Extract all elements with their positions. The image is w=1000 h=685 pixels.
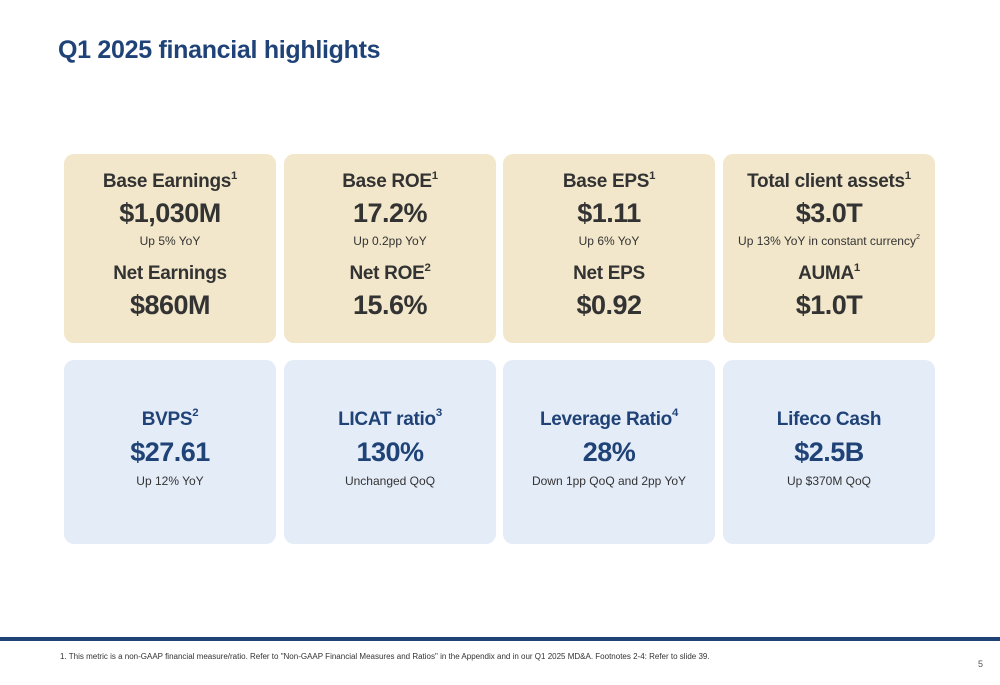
footnote-marker: 1 <box>431 169 438 182</box>
footnote-marker: 1 <box>853 261 860 274</box>
metric-label: Leverage Ratio4 <box>539 407 679 430</box>
metric-value-secondary: $1.0T <box>795 290 863 320</box>
card-total-client-assets: Total client assets1 $3.0T Up 13% YoY in… <box>723 154 935 343</box>
card-base-earnings: Base Earnings1 $1,030M Up 5% YoY Net Ear… <box>64 154 276 343</box>
footnote-marker: 2 <box>424 261 431 274</box>
footnote-marker: 2 <box>915 232 920 242</box>
card-base-eps: Base EPS1 $1.11 Up 6% YoY Net EPS $0.92 <box>503 154 715 343</box>
footnote-marker: 1 <box>231 169 238 182</box>
metric-value-secondary: $0.92 <box>576 290 642 320</box>
metric-note: Up 6% YoY <box>578 234 640 248</box>
metric-note: Down 1pp QoQ and 2pp YoY <box>531 473 687 488</box>
footer-divider <box>0 637 1000 641</box>
metric-label: Base EPS1 <box>562 169 656 192</box>
metric-value: $27.61 <box>130 436 210 467</box>
metric-label-secondary: Net ROE2 <box>349 261 431 284</box>
footnote-marker: 2 <box>192 407 199 420</box>
footnote-marker: 1 <box>904 169 911 182</box>
metric-note: Up 13% YoY in constant currency2 <box>738 232 920 248</box>
card-lifeco-cash: Lifeco Cash $2.5B Up $370M QoQ <box>723 360 935 544</box>
metric-label: Base Earnings1 <box>102 169 238 192</box>
card-leverage-ratio: Leverage Ratio4 28% Down 1pp QoQ and 2pp… <box>503 360 715 544</box>
metric-value: 17.2% <box>352 198 428 228</box>
metric-label-secondary: AUMA1 <box>798 261 860 284</box>
footnote-marker: 3 <box>435 407 442 420</box>
metric-value: 130% <box>356 436 424 467</box>
metric-note: Up 5% YoY <box>139 234 201 248</box>
footnote: 1. This metric is a non-GAAP financial m… <box>60 652 710 661</box>
metric-label-secondary: Net EPS <box>573 263 645 284</box>
metric-value-secondary: $860M <box>129 290 211 320</box>
page-number: 5 <box>978 659 984 669</box>
card-base-roe: Base ROE1 17.2% Up 0.2pp YoY Net ROE2 15… <box>284 154 496 343</box>
footnote-marker: 4 <box>671 407 679 420</box>
metric-label: Lifeco Cash <box>776 408 882 430</box>
metric-note: Up $370M QoQ <box>786 473 872 488</box>
metric-value: 28% <box>582 436 636 467</box>
footnote-marker: 1 <box>649 169 656 182</box>
metric-value: $1.11 <box>577 198 641 228</box>
card-bvps: BVPS2 $27.61 Up 12% YoY <box>64 360 276 544</box>
metric-note: Unchanged QoQ <box>344 473 436 488</box>
metric-note: Up 0.2pp YoY <box>353 234 427 248</box>
metric-label-secondary: Net Earnings <box>113 263 227 284</box>
metric-value: $3.0T <box>795 198 863 228</box>
metric-label: Base ROE1 <box>342 169 438 192</box>
page-title: Q1 2025 financial highlights <box>58 36 381 64</box>
metric-label: Total client assets1 <box>747 169 911 192</box>
metric-label: BVPS2 <box>141 407 199 430</box>
metric-value: $2.5B <box>794 436 864 467</box>
metric-label: LICAT ratio3 <box>338 407 442 430</box>
metric-value: $1,030M <box>119 198 221 228</box>
metric-note: Up 12% YoY <box>136 473 204 488</box>
card-licat-ratio: LICAT ratio3 130% Unchanged QoQ <box>284 360 496 544</box>
metric-value-secondary: 15.6% <box>352 290 428 320</box>
